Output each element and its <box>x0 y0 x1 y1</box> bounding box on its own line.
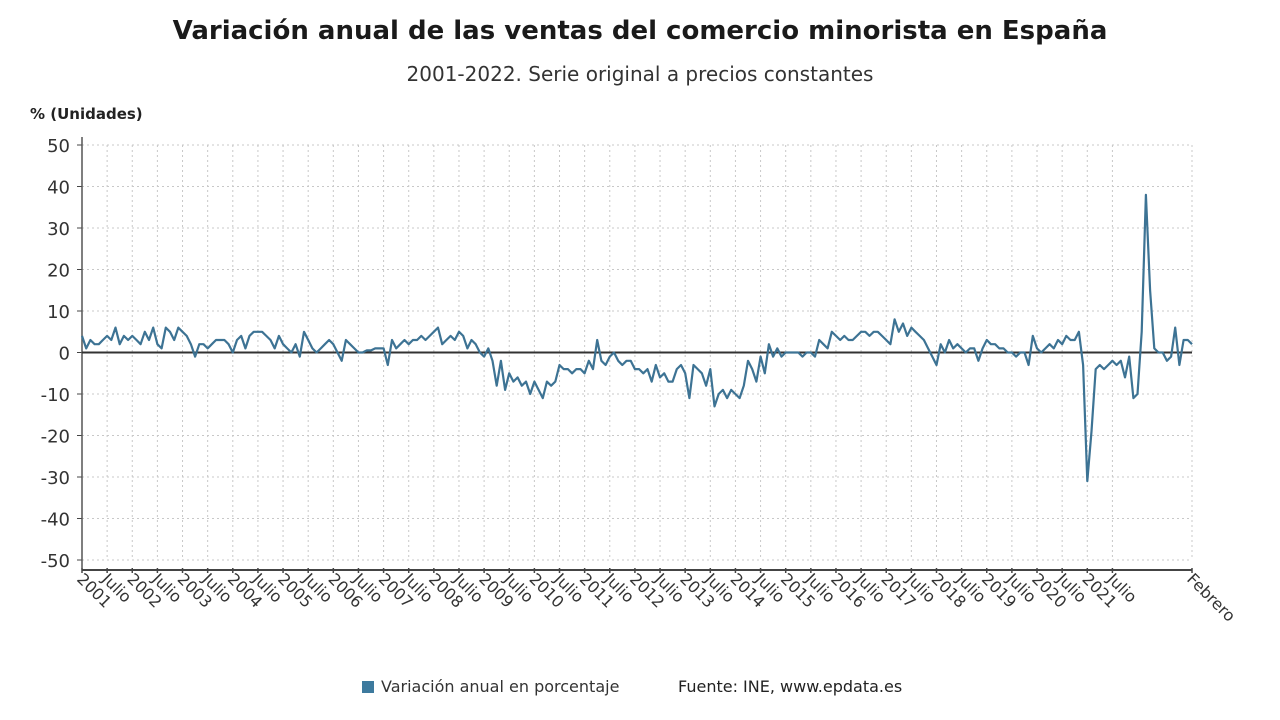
y-tick-label: 50 <box>47 136 70 157</box>
y-tick-label: 0 <box>59 344 70 365</box>
y-tick-label: 10 <box>47 302 70 323</box>
y-tick-label: 30 <box>47 219 70 240</box>
y-axis-label: % (Unidades) <box>30 105 143 123</box>
chart-subtitle: 2001-2022. Serie original a precios cons… <box>406 62 874 86</box>
y-tick-label: 20 <box>47 261 70 282</box>
y-tick-label: 40 <box>47 178 70 199</box>
legend: Variación anual en porcentaje <box>362 677 619 696</box>
x-tick-label: Febrero <box>1183 569 1239 625</box>
y-tick-label: -10 <box>41 385 70 406</box>
y-tick-label: -30 <box>41 468 70 489</box>
legend-swatch <box>362 680 374 693</box>
series-line-variacion-anual <box>80 193 1193 483</box>
y-tick-label: -20 <box>41 427 70 448</box>
y-tick-label: -50 <box>41 551 70 572</box>
chart-title: Variación anual de las ventas del comerc… <box>172 16 1108 46</box>
legend-label: Variación anual en porcentaje <box>381 677 620 696</box>
y-tick-label: -40 <box>41 510 70 531</box>
source-note: Fuente: INE, www.epdata.es <box>678 677 903 696</box>
